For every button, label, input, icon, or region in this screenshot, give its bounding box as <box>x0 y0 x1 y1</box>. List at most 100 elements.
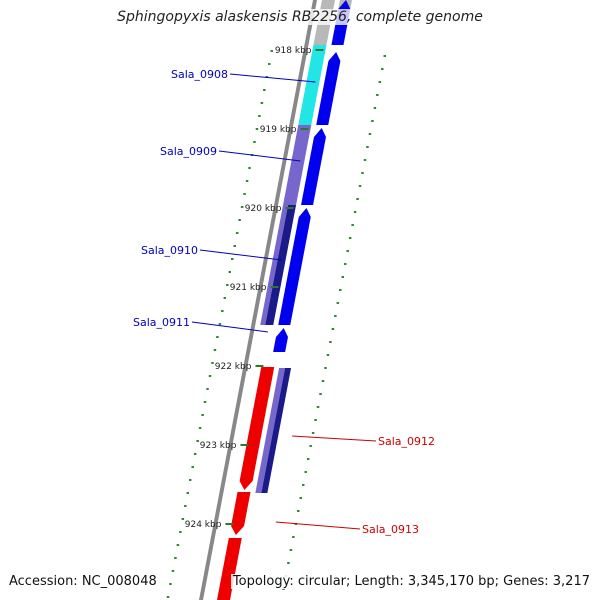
gene-label: Sala_0911 <box>133 316 190 329</box>
gene-sala-0910 <box>278 208 311 325</box>
gc-dot <box>289 549 293 551</box>
gc-dot <box>336 302 340 304</box>
gc-dot <box>179 531 182 533</box>
gene-labels: Sala_0908 Sala_0909 Sala_0910 Sala_0911 Sala… <box>133 68 435 536</box>
gene-sala-0913 <box>231 492 251 535</box>
gc-dot <box>169 583 172 585</box>
gc-dot <box>263 89 266 91</box>
gc-dot <box>297 510 300 512</box>
gene-blocks <box>217 0 352 600</box>
gc-dot <box>184 505 187 507</box>
gc-dot <box>306 458 310 460</box>
gc-dot <box>221 310 224 312</box>
genome-title: Sphingopyxis alaskensis RB2256, complete… <box>115 9 485 25</box>
gc-dot <box>301 484 305 486</box>
gc-dot <box>208 375 212 377</box>
gene-sala-0912 <box>239 367 275 490</box>
cog-block-sala-0911 <box>265 205 297 325</box>
gc-dot <box>356 198 359 200</box>
gc-dot <box>193 453 197 455</box>
gene-sala-0908 <box>316 52 341 125</box>
gc-dot <box>233 245 236 247</box>
gene-label: Sala_0912 <box>378 435 435 448</box>
gc-dot <box>223 297 227 299</box>
gc-dot <box>378 81 382 83</box>
leader-line <box>199 249 282 261</box>
tick-label: 922 kbp <box>215 362 252 372</box>
gene-sala-0909 <box>301 128 326 205</box>
gc-dot <box>304 471 307 473</box>
gc-dot <box>228 271 232 273</box>
gc-dot <box>287 562 290 564</box>
gc-dot <box>226 284 229 286</box>
accession-label: Accession: NC_008048 <box>7 574 159 589</box>
gene-label: Sala_0908 <box>171 68 228 81</box>
gc-dot <box>255 128 259 130</box>
gc-dot <box>235 232 239 234</box>
gc-dot <box>218 323 222 325</box>
leader-line <box>191 321 268 333</box>
gc-dot <box>268 63 271 65</box>
gc-dot <box>371 120 374 122</box>
gc-dot <box>326 354 330 356</box>
gc-dot <box>243 193 246 195</box>
gc-dot <box>240 206 244 208</box>
gc-dot <box>292 536 295 538</box>
gc-dot <box>331 328 335 330</box>
gc-dot <box>361 172 364 174</box>
gc-dot <box>270 50 273 52</box>
gc-dot <box>314 419 317 421</box>
gc-dot <box>176 544 180 546</box>
tick-label: 923 kbp <box>200 441 237 451</box>
gc-dot <box>206 388 209 390</box>
gc-dot <box>245 180 249 182</box>
gc-dot <box>201 414 204 416</box>
gc-dot <box>213 349 217 351</box>
gc-dot <box>309 445 312 447</box>
gc-dot <box>321 380 325 382</box>
cog-block-sala-0908 <box>298 45 327 125</box>
gc-dot <box>353 211 357 213</box>
gc-dot <box>358 185 362 187</box>
gc-dot <box>366 146 369 148</box>
gc-dot <box>299 497 303 499</box>
gc-dot <box>363 159 367 161</box>
gc-dot <box>381 68 384 70</box>
gc-dot <box>171 570 175 572</box>
gc-dot <box>324 367 327 369</box>
tick-label: 924 kbp <box>185 520 222 530</box>
gene-sala-0911 <box>273 328 288 352</box>
gc-dot <box>203 401 207 403</box>
gc-dot <box>329 341 332 343</box>
tick-label: 921 kbp <box>230 283 267 293</box>
gc-dot <box>196 440 199 442</box>
leader-line <box>229 73 316 83</box>
cog-block-sala-0912b <box>261 368 292 493</box>
gc-dot <box>253 141 256 143</box>
gc-dot <box>216 336 219 338</box>
leader-line <box>218 150 301 162</box>
gc-dot <box>198 427 202 429</box>
topology-label: Topology: circular; Length: 3,345,170 bp… <box>230 574 592 589</box>
gene-sala-0914 <box>217 538 242 600</box>
gc-dot <box>174 557 177 559</box>
gc-dot <box>319 393 322 395</box>
gc-dot <box>248 167 251 169</box>
gc-dot <box>351 224 354 226</box>
leader-line <box>292 435 377 442</box>
tick-label: 920 kbp <box>245 204 282 214</box>
gc-dot <box>346 250 349 252</box>
gc-dot <box>343 263 347 265</box>
position-ticks: 918 kbp 919 kbp 920 kbp 921 kbp 922 kbp 923 k… <box>185 46 324 530</box>
gc-dot <box>334 315 337 317</box>
gc-dot <box>341 276 345 278</box>
gc-dot <box>339 289 342 291</box>
tick-label: 919 kbp <box>260 125 297 135</box>
gc-dot <box>383 55 386 57</box>
gc-dot <box>376 94 379 96</box>
gc-dot <box>258 115 261 117</box>
gc-dot <box>348 237 352 239</box>
gene-label: Sala_0909 <box>160 145 217 158</box>
gene-label: Sala_0910 <box>141 244 198 257</box>
